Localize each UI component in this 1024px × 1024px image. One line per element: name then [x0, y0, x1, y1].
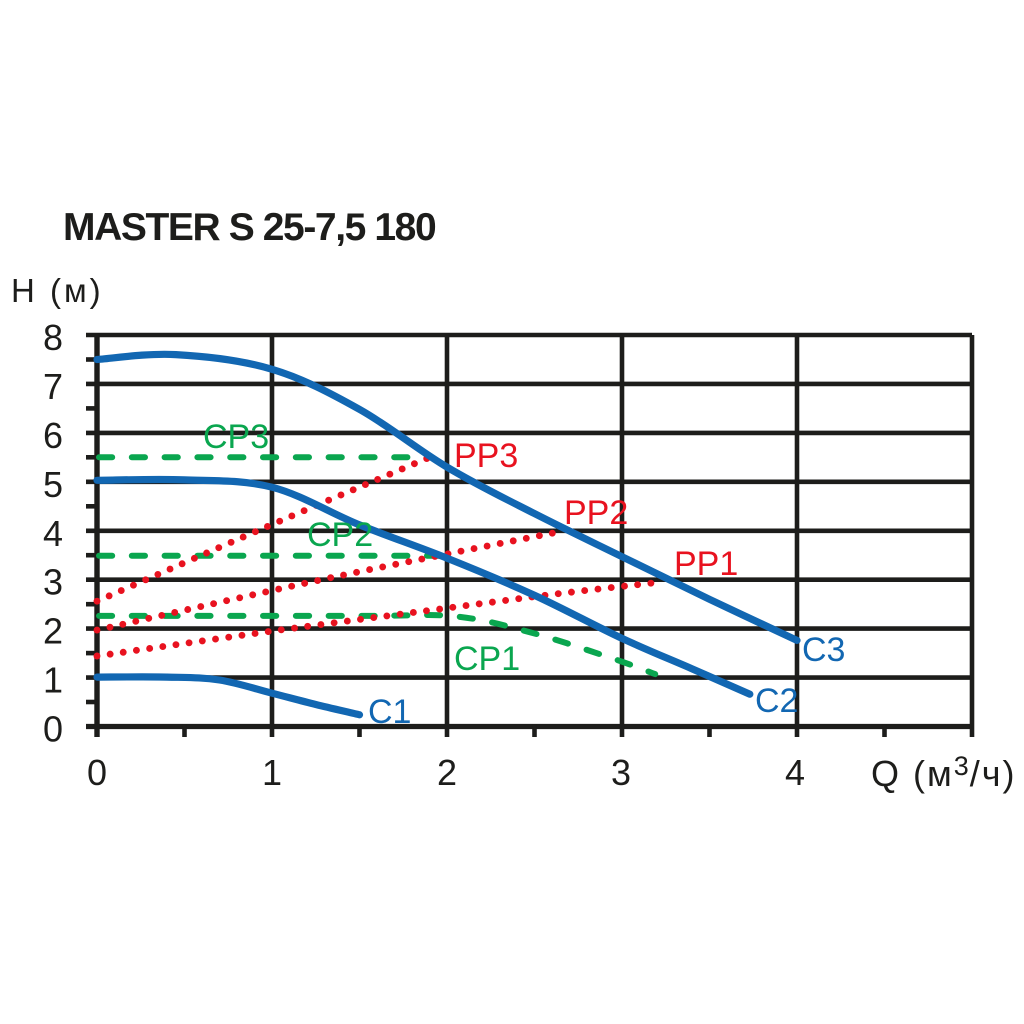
svg-text:PP2: PP2: [564, 494, 628, 532]
svg-text:PP1: PP1: [674, 545, 738, 583]
svg-text:4: 4: [43, 513, 63, 554]
svg-text:CP1: CP1: [454, 640, 520, 678]
svg-text:MASTER S 25-7,5 180: MASTER S 25-7,5 180: [63, 206, 436, 249]
svg-text:2: 2: [43, 611, 63, 652]
svg-text:1: 1: [43, 660, 63, 701]
svg-text:C3: C3: [802, 631, 845, 669]
svg-text:1: 1: [262, 752, 282, 793]
svg-text:5: 5: [43, 464, 63, 505]
svg-text:C2: C2: [755, 682, 798, 720]
svg-text:Q (м3/ч): Q (м3/ч): [871, 751, 1017, 794]
svg-text:3: 3: [43, 562, 63, 603]
svg-text:2: 2: [437, 752, 457, 793]
svg-text:C1: C1: [368, 693, 411, 731]
svg-text:CP2: CP2: [307, 516, 373, 554]
svg-text:6: 6: [43, 415, 63, 456]
svg-text:8: 8: [43, 317, 63, 358]
svg-text:7: 7: [43, 366, 63, 407]
svg-text:H (м): H (м): [11, 272, 104, 309]
svg-text:CP3: CP3: [203, 418, 269, 456]
svg-text:3: 3: [611, 752, 631, 793]
svg-text:PP3: PP3: [454, 437, 518, 475]
svg-text:0: 0: [43, 709, 63, 750]
svg-text:0: 0: [87, 752, 107, 793]
svg-text:4: 4: [785, 752, 805, 793]
